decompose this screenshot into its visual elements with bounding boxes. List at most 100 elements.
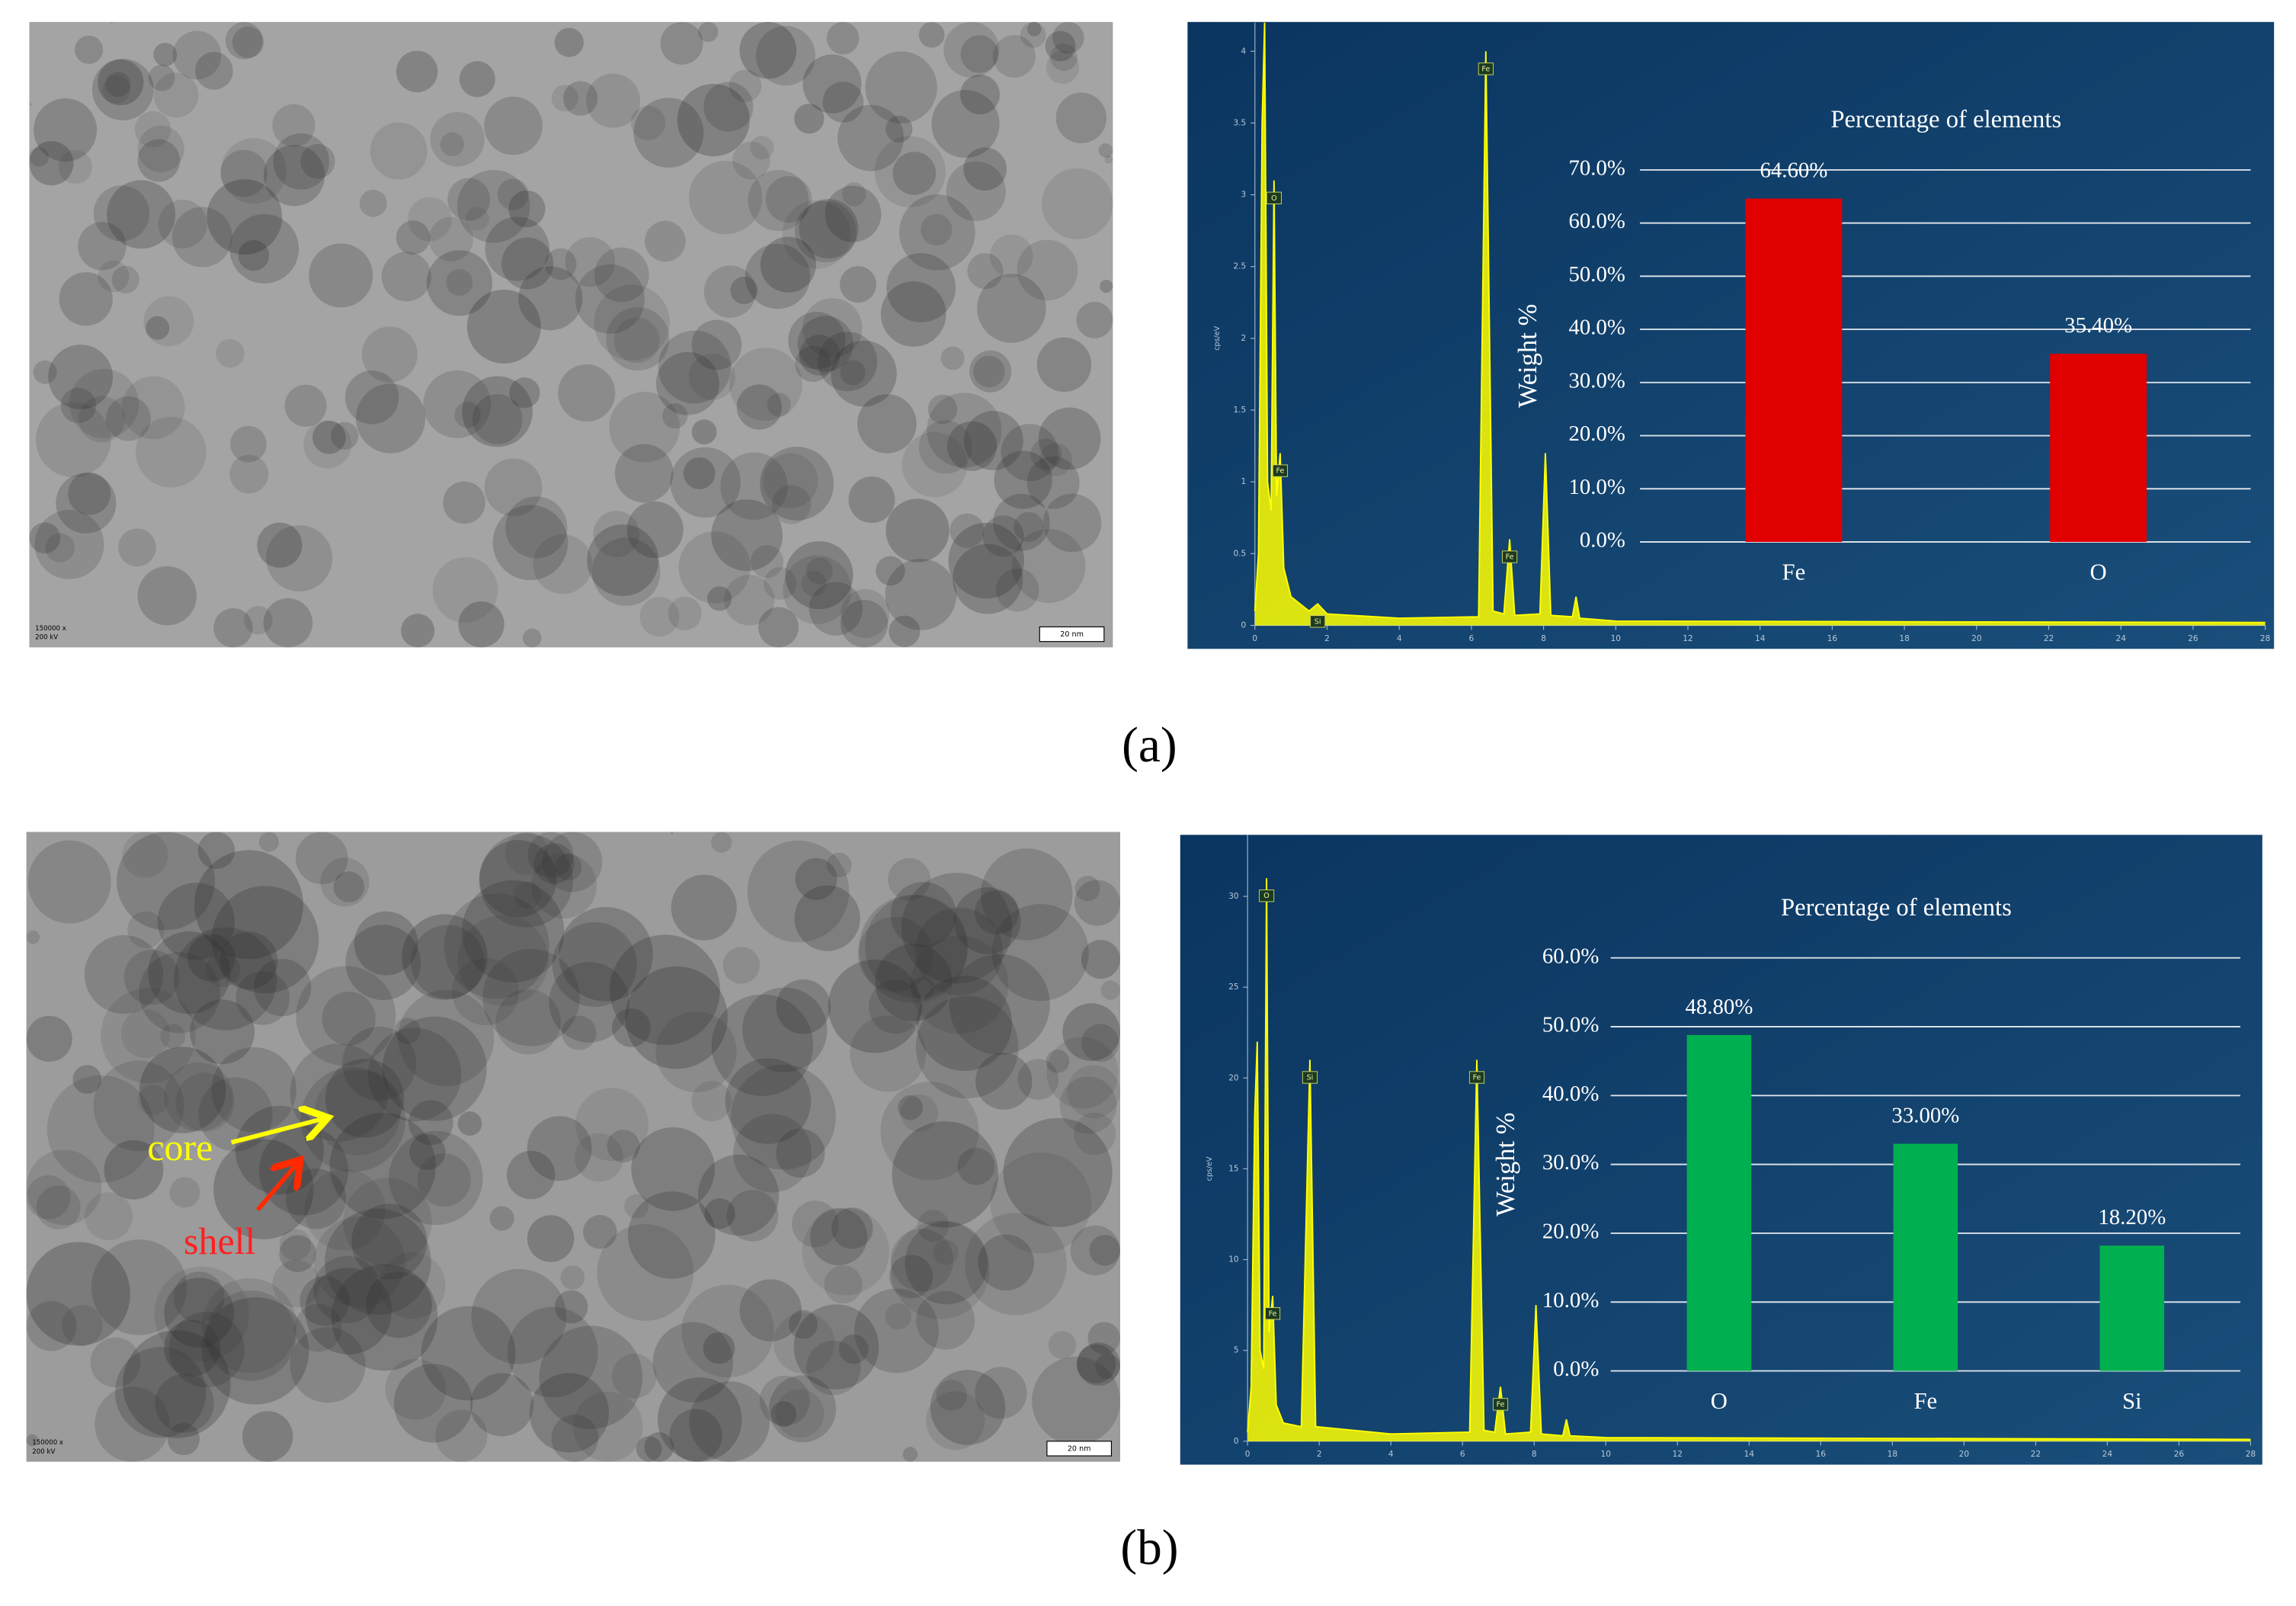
particle (479, 833, 573, 928)
particle (841, 182, 866, 207)
particle (381, 252, 431, 302)
scale-bar-label: 20 nm (1068, 1444, 1091, 1453)
particle (542, 832, 603, 893)
particle (1020, 21, 1046, 48)
particle (495, 989, 561, 1055)
particle (575, 1088, 648, 1162)
particle (304, 1169, 386, 1251)
particle (345, 925, 421, 1001)
particle (29, 479, 30, 481)
particle (284, 384, 327, 427)
particle (857, 394, 917, 454)
x-tick-label: 18 (1888, 1450, 1897, 1459)
particle (417, 1153, 471, 1207)
particle (359, 189, 387, 217)
particle (890, 1220, 990, 1319)
particle (658, 330, 732, 404)
particle (452, 958, 520, 1026)
particle (402, 914, 488, 1000)
particle (34, 509, 104, 579)
particle (160, 1024, 186, 1049)
particle (194, 850, 303, 960)
particle (1067, 1065, 1120, 1119)
particle (533, 534, 593, 595)
particle (949, 513, 985, 548)
particle (1070, 1225, 1120, 1276)
particle (197, 832, 235, 870)
particle (726, 1190, 779, 1242)
particle (990, 1152, 1092, 1254)
x-tick-label: 0 (1245, 1450, 1250, 1459)
particle (711, 499, 783, 572)
particle (148, 64, 175, 91)
particle (1052, 21, 1084, 54)
particle (394, 1018, 421, 1044)
particle (633, 98, 704, 168)
particle (27, 840, 111, 924)
chart-title: Percentage of elements (1830, 106, 2061, 133)
peak-label: O (1271, 194, 1277, 203)
spectrum-background (1187, 21, 2275, 649)
particle (506, 1150, 556, 1200)
bar (1893, 1143, 1958, 1371)
bar (2099, 1245, 2165, 1371)
particle (531, 853, 597, 918)
particle (137, 566, 197, 626)
particle (639, 597, 680, 637)
particle (927, 394, 958, 425)
particle (219, 931, 278, 990)
particle (411, 925, 485, 999)
x-tick-label: O (2089, 559, 2106, 585)
particle (78, 222, 126, 271)
particle (1077, 1342, 1120, 1386)
particle (220, 149, 267, 197)
peak-label-box (1258, 890, 1275, 902)
particle (921, 213, 953, 246)
y-tick-label: 60.0% (1568, 209, 1625, 233)
particle (597, 1223, 694, 1321)
particle (155, 1374, 214, 1433)
particle (594, 247, 649, 303)
particle (320, 857, 370, 907)
particle (729, 348, 802, 421)
particle (691, 1081, 732, 1122)
particle (205, 1290, 296, 1381)
particle (831, 1207, 873, 1249)
particle (232, 26, 264, 59)
particle (305, 1268, 392, 1354)
particle (423, 370, 492, 438)
particle (704, 1198, 735, 1229)
particle (899, 194, 975, 271)
particle (257, 522, 303, 568)
value-label: 35.40% (2064, 313, 2132, 338)
particle (946, 161, 1006, 221)
peak-label: Fe (1506, 553, 1514, 562)
particle (900, 1094, 938, 1133)
particle (652, 1322, 734, 1402)
tem-info: 150000 x (32, 1439, 63, 1447)
particle (508, 190, 546, 228)
x-tick-label: 4 (1397, 634, 1402, 643)
particle (504, 832, 549, 876)
particle (36, 1185, 81, 1230)
x-tick-label: 4 (1388, 1450, 1394, 1459)
particle (892, 1121, 999, 1228)
particle (122, 832, 168, 878)
value-label: 33.00% (1891, 1104, 1959, 1128)
particle (703, 1332, 735, 1364)
particle (1081, 940, 1120, 979)
particle (254, 958, 312, 1017)
particle (509, 377, 540, 409)
particle (885, 115, 913, 143)
particle (1026, 456, 1080, 509)
x-tick-label: Si (2122, 1388, 2142, 1414)
particle (552, 922, 637, 1007)
particle (153, 72, 199, 118)
particle (146, 316, 170, 340)
particle (484, 96, 543, 155)
x-tick-label: 12 (1673, 1450, 1683, 1459)
particle (636, 1436, 662, 1462)
x-tick-label: 10 (1601, 1450, 1612, 1459)
peak-label-box (1492, 1398, 1509, 1411)
particle (1036, 337, 1092, 393)
